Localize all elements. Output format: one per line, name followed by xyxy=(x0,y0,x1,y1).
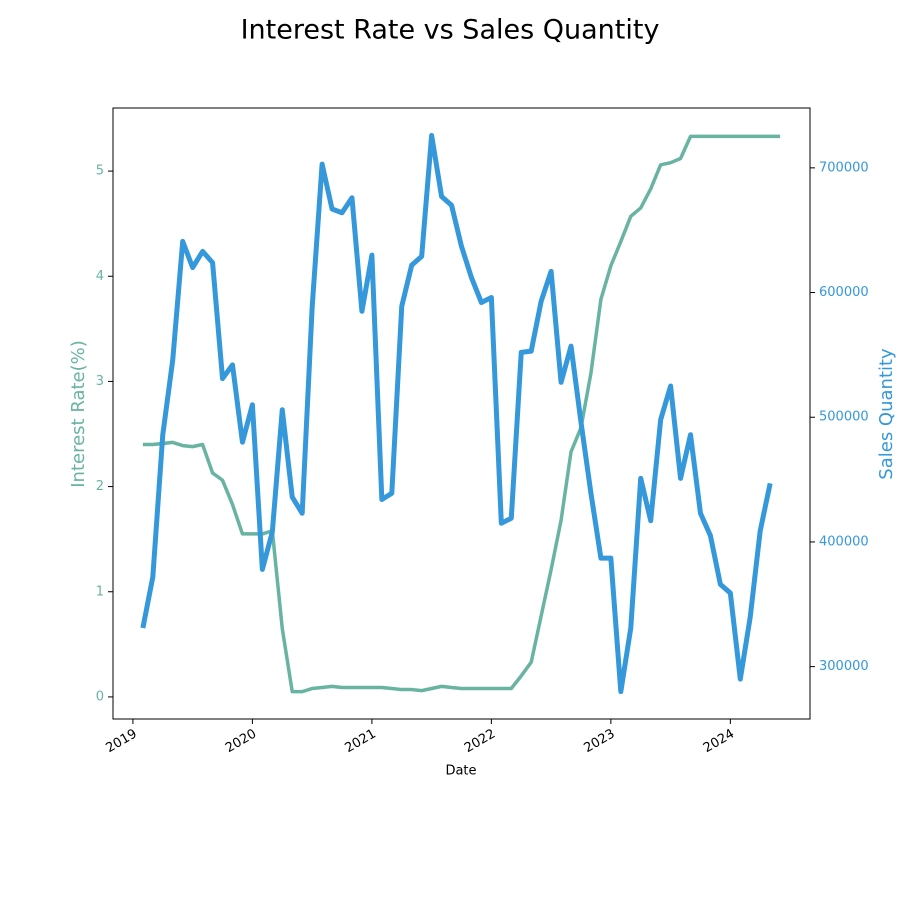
series-line xyxy=(142,134,781,694)
x-tick-label: 2022 xyxy=(462,727,498,757)
y-tick-label: 3 xyxy=(96,374,104,389)
x-tick-label: 2019 xyxy=(104,727,140,757)
y-tick-label: 0 xyxy=(96,689,104,704)
series-line xyxy=(140,132,773,695)
y2-tick-label: 300000 xyxy=(819,659,869,674)
x-tick-label: 2021 xyxy=(342,727,378,757)
y2-tick-label: 500000 xyxy=(819,410,869,425)
y2-tick-label: 700000 xyxy=(819,160,869,175)
y-tick-label: 2 xyxy=(96,479,104,494)
y2-axis-label: Sales Quantity xyxy=(876,348,897,480)
x-tick-label: 2020 xyxy=(223,727,259,757)
x-axis-label: Date xyxy=(445,764,476,779)
y-tick-label: 5 xyxy=(96,164,104,179)
x-tick-label: 2024 xyxy=(701,727,737,757)
y-tick-label: 1 xyxy=(96,584,104,599)
y-axis-label: Interest Rate(%) xyxy=(68,340,89,488)
y2-tick-label: 400000 xyxy=(819,534,869,549)
chart-title: Interest Rate vs Sales Quantity xyxy=(241,15,660,46)
y2-tick-label: 600000 xyxy=(819,285,869,300)
plot-frame xyxy=(112,107,811,720)
x-tick-label: 2023 xyxy=(581,727,617,757)
y-tick-label: 4 xyxy=(96,269,104,284)
